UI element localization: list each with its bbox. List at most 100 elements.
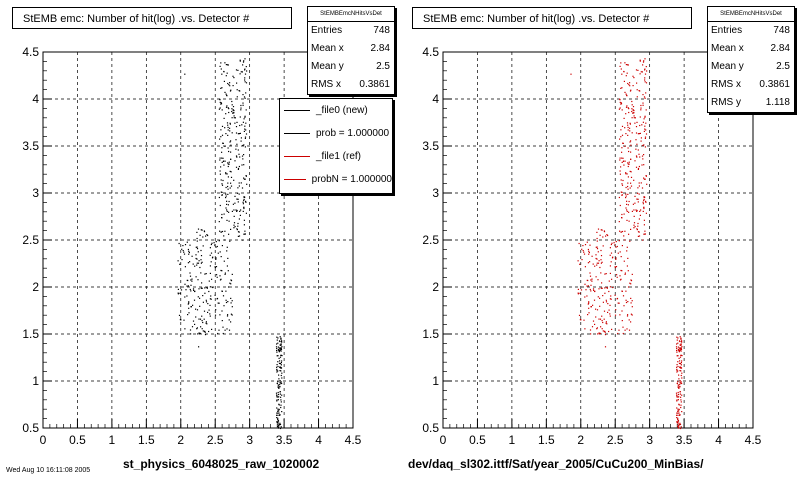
data-point [238,193,240,195]
data-point [280,396,282,398]
data-point [276,417,278,419]
data-point [238,185,240,187]
data-point [609,286,611,288]
data-point [605,299,607,301]
data-point [192,263,194,265]
data-point [638,182,640,184]
data-point [677,337,679,339]
data-point [621,125,624,127]
data-point [632,85,634,87]
data-point [280,338,282,340]
data-point [188,302,190,304]
data-point [237,231,240,233]
data-point [629,123,631,125]
data-point [225,186,227,189]
data-point [229,187,231,189]
data-point [590,284,592,286]
data-point [631,273,633,275]
data-point [676,351,678,353]
x-tick-label: 2 [177,433,184,447]
data-point [631,100,633,103]
data-point [596,309,599,311]
data-point [614,266,616,268]
data-point [629,170,631,172]
data-point [628,161,630,163]
data-point [627,129,629,131]
data-point [616,297,619,300]
data-point [577,288,579,290]
data-point [630,176,633,178]
data-point [243,118,245,120]
stats-row-mean-x: Mean x 2.84 [311,43,390,54]
data-point [629,122,631,124]
data-point [641,71,643,73]
data-point [204,331,206,333]
data-point [625,186,627,189]
data-point [279,347,281,349]
data-point [278,396,280,398]
data-point [581,248,583,250]
data-point [190,284,192,286]
data-point [625,75,627,77]
data-point [680,344,682,346]
data-point [278,425,280,427]
data-point [642,104,644,106]
data-point [204,287,206,289]
data-point [195,257,197,260]
data-point [277,414,279,416]
data-point [228,163,230,165]
data-point [636,198,638,200]
data-point [597,228,600,230]
data-point [232,85,234,87]
data-point [621,147,623,149]
data-point [677,419,679,421]
data-point [601,229,603,231]
data-point [279,366,282,368]
stats-row-mean-y: Mean y 2.5 [711,61,790,72]
data-point [598,318,600,320]
data-point [244,68,246,70]
data-point [230,228,232,230]
data-point [676,339,678,341]
data-point [620,231,622,233]
data-point [620,103,623,105]
data-point [679,356,682,358]
data-point [639,210,641,212]
data-point [277,342,279,344]
data-point [220,256,222,258]
data-point [625,195,627,197]
data-point [621,73,623,75]
data-point [598,332,600,334]
data-point [629,130,631,132]
data-point [244,69,246,71]
data-point [223,260,225,262]
data-point [200,326,202,328]
data-point [243,196,245,198]
data-point [277,417,279,419]
stats-row-entries: Entries 748 [711,25,790,36]
data-point [677,414,679,416]
data-point [589,329,592,331]
data-point [628,211,630,213]
data-point [677,417,679,419]
data-point [643,164,645,166]
data-point [276,396,278,398]
data-point [633,179,635,181]
data-point [676,382,678,385]
data-point [599,266,601,269]
data-point [637,222,639,225]
data-point [277,421,279,423]
data-point [641,187,644,189]
data-point [223,160,225,162]
data-point [619,107,621,109]
data-point [603,331,605,333]
data-point [604,346,607,348]
data-point [624,329,626,331]
data-point [209,304,211,306]
data-point [277,346,279,348]
data-point [243,178,245,180]
data-point [638,235,641,237]
data-point [593,289,595,291]
data-point [595,246,597,248]
data-point [626,203,628,205]
